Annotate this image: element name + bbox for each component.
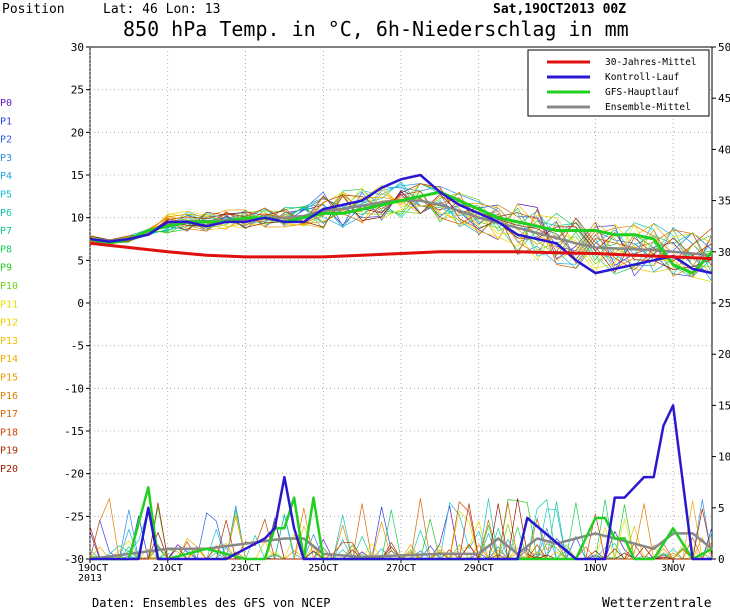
left-tick-label: -5 [71, 340, 84, 353]
member-label: P9 [0, 263, 12, 274]
legend-label: GFS-Hauptlauf [605, 87, 679, 98]
x-tick-label: 29OCT [464, 563, 494, 574]
member-label: P7 [0, 226, 12, 237]
control-precip-line [90, 404, 712, 561]
right-tick-label: 30 [718, 246, 730, 259]
left-tick-label: 10 [71, 212, 84, 225]
legend: 30-Jahres-Mittel Kontroll-Lauf GFS-Hauptla… [527, 49, 710, 117]
member-label: P17 [0, 409, 18, 420]
member-temperature-line [89, 184, 713, 273]
x-tick-label: 1NOV [583, 563, 607, 574]
member-label: P2 [0, 135, 12, 146]
x-tick-label: 23OCT [230, 563, 260, 574]
legend-label: Kontroll-Lauf [605, 72, 679, 83]
right-tick-label: 45 [718, 92, 730, 105]
data-source-label: Daten: Ensembles des GFS von NCEP [92, 596, 330, 609]
control-temp-line [89, 173, 713, 275]
left-tick-label: 25 [71, 84, 84, 97]
right-tick-label: 0 [718, 553, 725, 566]
right-axis-precipitation: 0 5 10 15 20 25 30 35 40 45 50 [712, 41, 730, 566]
right-tick-label: 15 [718, 399, 730, 412]
member-label: P1 [0, 116, 12, 127]
right-tick-label: 25 [718, 297, 730, 310]
member-label: P13 [0, 336, 18, 347]
right-tick-label: 40 [718, 143, 730, 156]
member-label: P3 [0, 153, 12, 164]
x-tick-label: 27OCT [386, 563, 416, 574]
main-run-temp-line [89, 190, 714, 275]
x-tick-label: 25OCT [308, 563, 338, 574]
member-label: P0 [0, 98, 12, 109]
x-tick-label: 3NOV [661, 563, 685, 574]
member-label-list: P0 P1 P2 P3 P4 P5 P6 P7 P8 P9 P10 P11 P12 P13 P14 P15 P1… [0, 98, 18, 475]
highlight-series [89, 173, 714, 561]
lat-lon-label: Lat: 46 Lon: 13 [103, 2, 220, 17]
climate-mean-temp-line [89, 241, 713, 261]
left-tick-label: 0 [77, 297, 84, 310]
right-tick-label: 35 [718, 195, 730, 208]
left-tick-label: 30 [71, 41, 84, 54]
left-tick-label: -15 [64, 425, 84, 438]
left-tick-label: 5 [77, 254, 84, 267]
left-tick-label: 20 [71, 126, 84, 139]
left-axis-temperature: -30 -25 -20 -15 -10 -5 0 5 10 15 20 25 30 [64, 41, 90, 566]
right-tick-label: 5 [718, 502, 725, 515]
member-temperature-line [89, 187, 713, 283]
member-temperature-line [89, 190, 713, 270]
position-label: Position [2, 2, 65, 17]
ensemble-mean-precip-line [89, 532, 713, 561]
member-label: P19 [0, 446, 18, 457]
left-tick-label: -20 [64, 468, 84, 481]
member-label: P16 [0, 391, 18, 402]
member-label: P20 [0, 464, 18, 475]
left-tick-label: -25 [64, 510, 84, 523]
left-tick-label: 15 [71, 169, 84, 182]
member-label: P18 [0, 427, 18, 438]
run-date-label: Sat,19OCT2013 00Z [493, 2, 626, 17]
right-tick-label: 10 [718, 451, 730, 464]
member-label: P5 [0, 190, 12, 201]
right-tick-label: 20 [718, 348, 730, 361]
x-axis-dates: 19OCT2013 21OCT 23OCT 25OCT 27OCT 29OCT 1NOV 3N… [78, 559, 685, 584]
member-label: P15 [0, 373, 18, 384]
member-label: P11 [0, 299, 18, 310]
chart-title: 850 hPa Temp. in °C, 6h-Niederschlag in … [123, 17, 629, 41]
legend-label: Ensemble-Mittel [605, 102, 691, 113]
x-tick-label: 19OCT [78, 563, 108, 574]
member-temperature-line [89, 183, 713, 273]
legend-label: 30-Jahres-Mittel [605, 57, 697, 68]
right-tick-label: 50 [718, 41, 730, 54]
left-tick-label: -30 [64, 553, 84, 566]
member-label: P12 [0, 318, 18, 329]
member-label: P6 [0, 208, 12, 219]
member-temperature-line [89, 191, 713, 277]
member-label: P4 [0, 171, 12, 182]
member-label: P14 [0, 354, 18, 365]
brand-label: Wetterzentrale [602, 596, 712, 609]
member-label: P10 [0, 281, 18, 292]
member-temperature-line [89, 188, 713, 276]
left-tick-label: -10 [64, 382, 84, 395]
x-tick-label: 2013 [78, 573, 102, 584]
x-tick-label: 21OCT [153, 563, 183, 574]
member-label: P8 [0, 244, 12, 255]
